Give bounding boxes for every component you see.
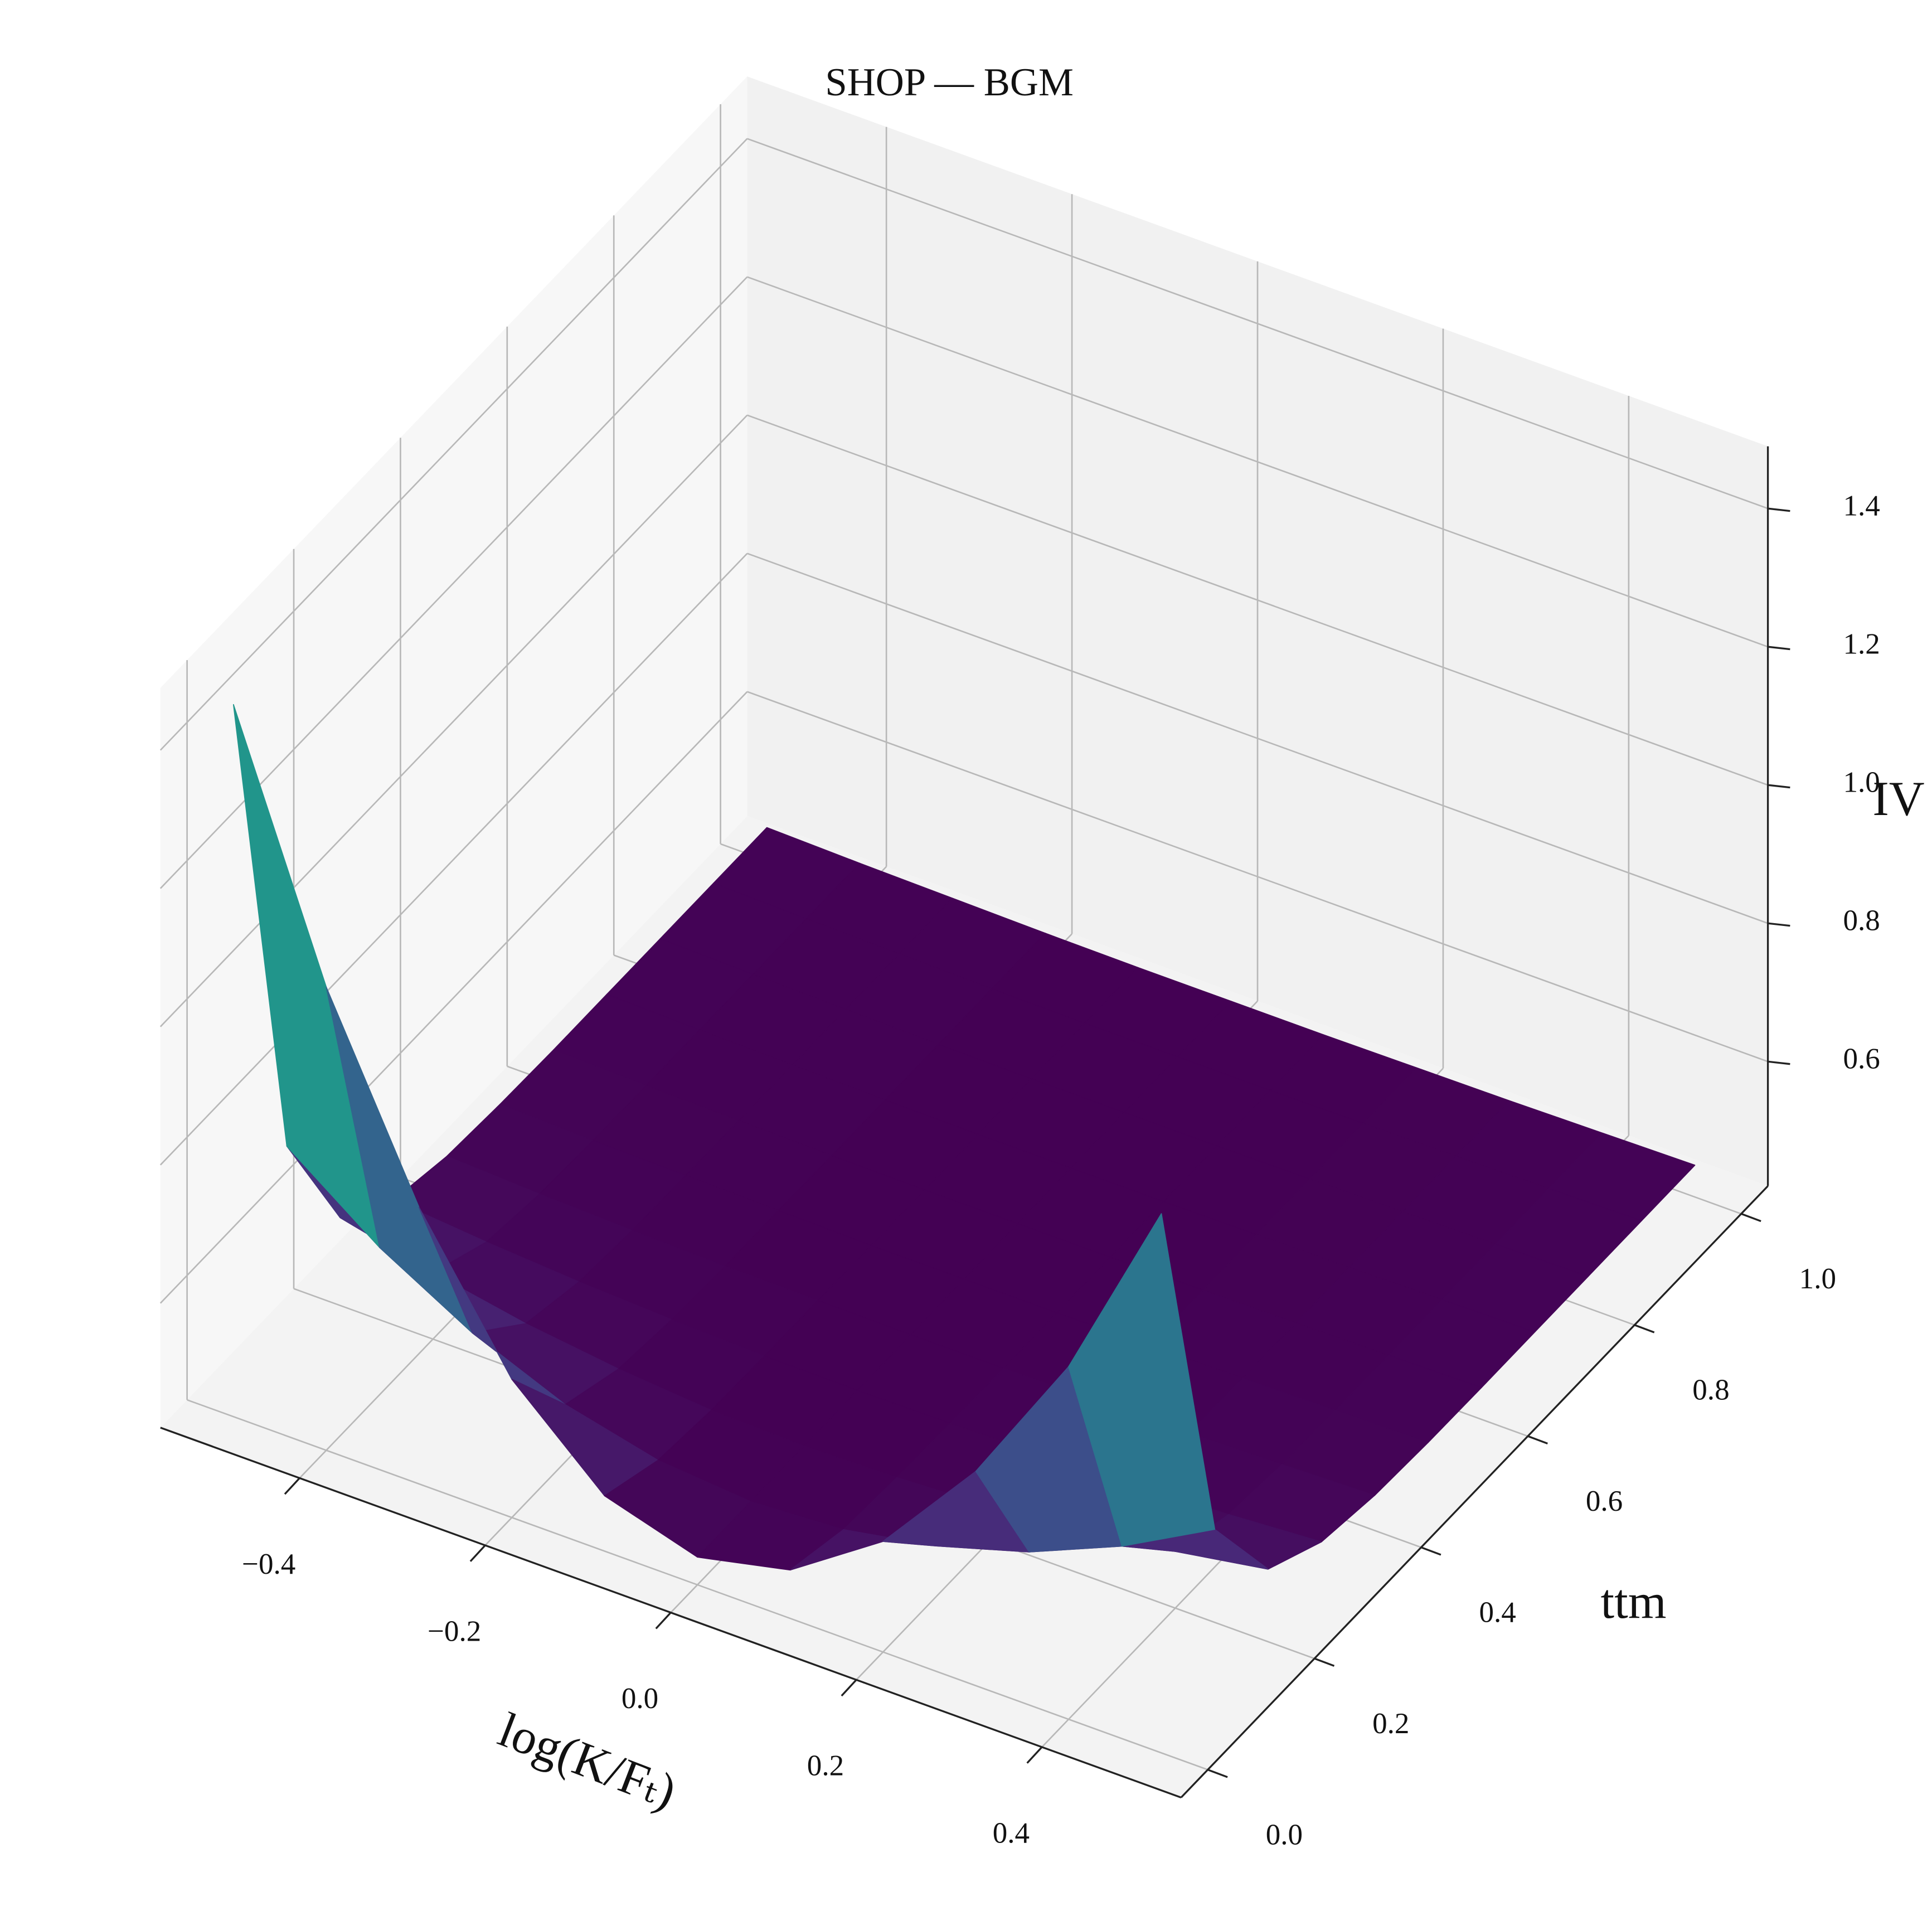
z-axis-label: IV bbox=[1872, 772, 1924, 826]
x-tick-label: −0.2 bbox=[428, 1615, 481, 1647]
z-tick-label: 0.6 bbox=[1843, 1042, 1880, 1075]
x-tick-label: 0.2 bbox=[807, 1750, 844, 1782]
x-tick bbox=[1026, 1746, 1043, 1764]
y-tick-label: 0.8 bbox=[1692, 1374, 1729, 1407]
grid-line bbox=[747, 138, 1769, 510]
grid-line bbox=[159, 138, 748, 751]
grid-line bbox=[159, 552, 748, 1166]
z-tick-label: 1.2 bbox=[1843, 628, 1880, 660]
z-tick bbox=[1768, 1060, 1790, 1065]
y-tick-label: 0.6 bbox=[1586, 1485, 1623, 1517]
x-tick bbox=[284, 1477, 300, 1495]
grid-line bbox=[747, 691, 1769, 1063]
y-tick bbox=[1207, 1768, 1228, 1778]
grid-line bbox=[747, 276, 1769, 648]
y-tick bbox=[1741, 1213, 1761, 1223]
grid-line bbox=[747, 414, 1769, 786]
z-tick-label: 1.0 bbox=[1843, 766, 1880, 798]
z-tick bbox=[1768, 784, 1790, 789]
grid-line bbox=[747, 552, 1769, 924]
grid-line bbox=[187, 1399, 1208, 1771]
y-tick-label: 1.0 bbox=[1799, 1263, 1836, 1295]
y-tick bbox=[1634, 1324, 1655, 1333]
x-tick-label: 0.4 bbox=[993, 1817, 1030, 1849]
x-tick bbox=[841, 1679, 857, 1697]
y-axis-label: ttm bbox=[1601, 1574, 1667, 1629]
z-tick-label: 1.4 bbox=[1843, 489, 1880, 522]
surface-patch bbox=[1068, 1213, 1216, 1547]
chart-title: SHOP — BGM bbox=[825, 61, 1074, 104]
z-tick-label: 0.8 bbox=[1843, 904, 1880, 937]
grid-line bbox=[159, 691, 748, 1304]
x-tick bbox=[655, 1612, 672, 1629]
x-tick-label: 0.0 bbox=[622, 1682, 658, 1715]
z-tick bbox=[1768, 646, 1790, 651]
y-tick-label: 0.0 bbox=[1266, 1818, 1303, 1851]
y-tick-label: 0.4 bbox=[1479, 1596, 1516, 1628]
y-tick bbox=[1527, 1435, 1548, 1445]
z-tick bbox=[1768, 507, 1790, 512]
y-tick-label: 0.2 bbox=[1372, 1708, 1409, 1740]
y-tick bbox=[1420, 1546, 1441, 1556]
x-tick bbox=[469, 1544, 486, 1562]
x-axis-label: log(K/Fₜ) bbox=[492, 1703, 684, 1820]
y-tick bbox=[1314, 1657, 1335, 1667]
y-axis-line bbox=[1180, 1185, 1769, 1798]
grid-line bbox=[159, 414, 748, 1027]
z-tick bbox=[1768, 922, 1790, 927]
x-tick-label: −0.4 bbox=[242, 1548, 295, 1580]
